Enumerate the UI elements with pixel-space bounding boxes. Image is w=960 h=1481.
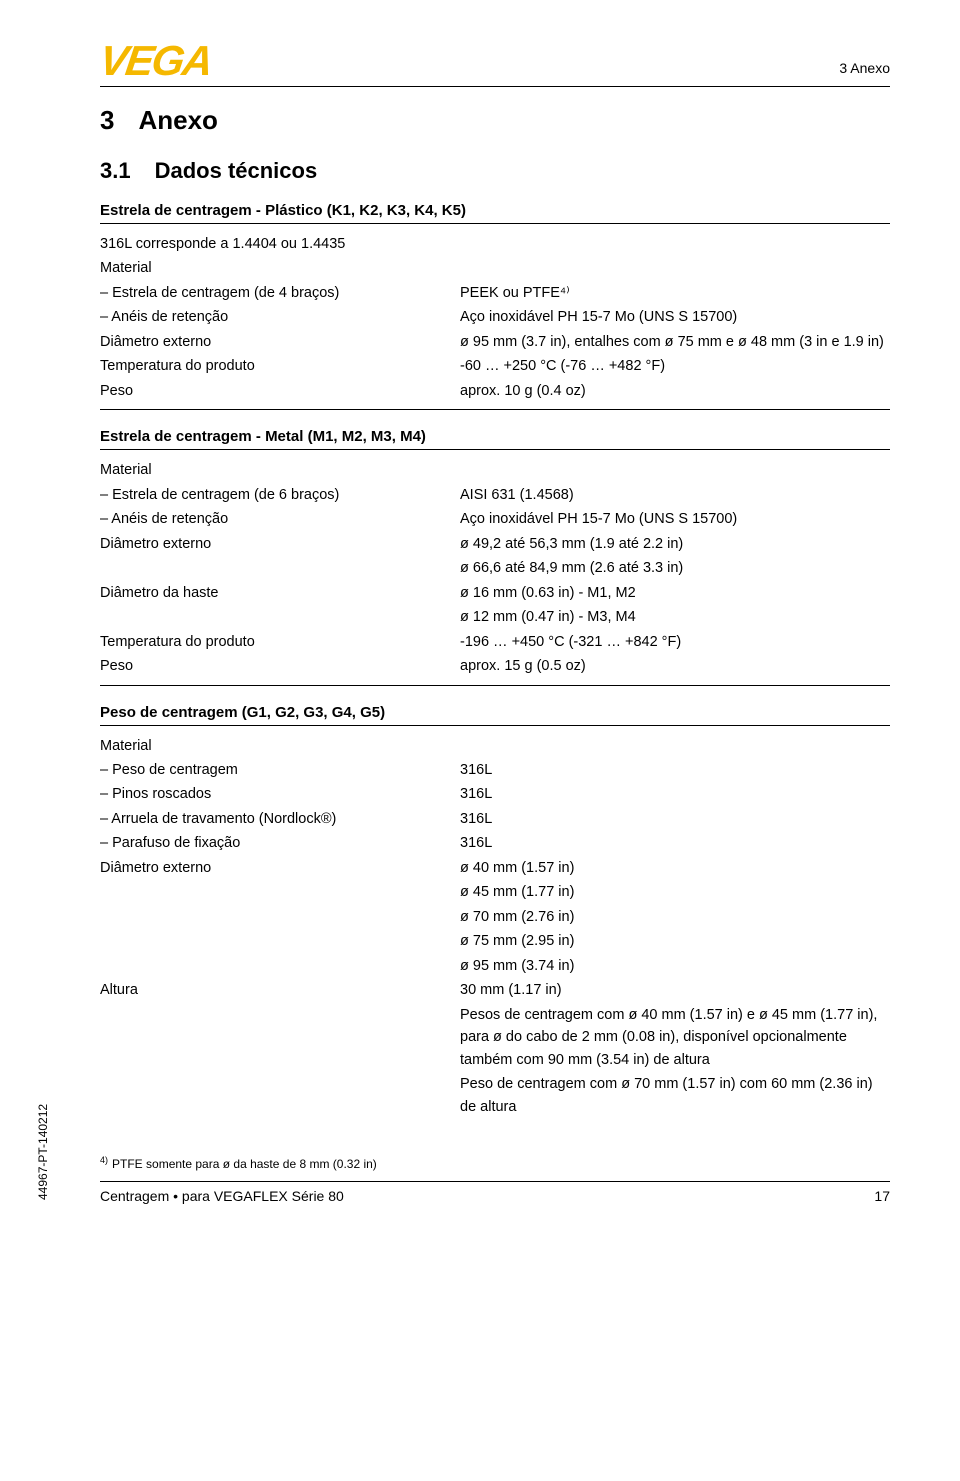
spec-label: – Arruela de travamento (Nordlock®) [100, 808, 460, 830]
spec-value: ø 45 mm (1.77 in) [460, 881, 890, 903]
spec-label: – Peso de centragem [100, 759, 460, 781]
spec-label: Peso [100, 655, 460, 677]
spec-value: aprox. 15 g (0.5 oz) [460, 655, 890, 677]
spec-value: PEEK ou PTFE⁴⁾ [460, 282, 890, 304]
spec-value: Peso de centragem com ø 70 mm (1.57 in) … [460, 1073, 890, 1118]
spec-value: ø 95 mm (3.74 in) [460, 955, 890, 977]
spec-value: ø 95 mm (3.7 in), entalhes com ø 75 mm e… [460, 331, 890, 353]
spec-value: ø 40 mm (1.57 in) [460, 857, 890, 879]
footnote-num: 4) [100, 1155, 108, 1165]
footnote-text: PTFE somente para ø da haste de 8 mm (0.… [112, 1157, 377, 1171]
spec-label [100, 606, 460, 628]
block1-title: Estrela de centragem - Plástico (K1, K2,… [100, 202, 890, 224]
chapter-title: Anexo [138, 105, 217, 135]
block1-note: 316L corresponde a 1.4404 ou 1.4435 [100, 233, 460, 255]
spec-value: 316L [460, 759, 890, 781]
spec-value: ø 66,6 até 84,9 mm (2.6 até 3.3 in) [460, 557, 890, 579]
spec-value: -60 … +250 °C (-76 … +482 °F) [460, 355, 890, 377]
spec-value: 316L [460, 783, 890, 805]
spec-label [100, 930, 460, 952]
spec-label: Peso [100, 380, 460, 402]
spec-value: 30 mm (1.17 in) [460, 979, 890, 1001]
chapter-number: 3 [100, 105, 114, 135]
footer-left: Centragem • para VEGAFLEX Série 80 [100, 1188, 344, 1204]
spec-value: ø 12 mm (0.47 in) - M3, M4 [460, 606, 890, 628]
spec-value: ø 70 mm (2.76 in) [460, 906, 890, 928]
spec-label: – Parafuso de fixação [100, 832, 460, 854]
spec-label: Diâmetro externo [100, 331, 460, 353]
spec-label: – Anéis de retenção [100, 306, 460, 328]
spec-label: – Anéis de retenção [100, 508, 460, 530]
spec-label [100, 881, 460, 903]
spec-value: 316L [460, 808, 890, 830]
block2-title: Estrela de centragem - Metal (M1, M2, M3… [100, 428, 890, 450]
spec-value: Aço inoxidável PH 15-7 Mo (UNS S 15700) [460, 306, 890, 328]
spec-label: – Estrela de centragem (de 4 braços) [100, 282, 460, 304]
spec-label: Diâmetro da haste [100, 582, 460, 604]
spec-label: Diâmetro externo [100, 857, 460, 879]
document-id: 44967-PT-140212 [36, 1104, 50, 1200]
section-title: Dados técnicos [155, 158, 318, 183]
block1-material-label: Material [100, 257, 460, 279]
spec-value: ø 16 mm (0.63 in) - M1, M2 [460, 582, 890, 604]
spec-value: -196 … +450 °C (-321 … +842 °F) [460, 631, 890, 653]
block3-material-label: Material [100, 735, 460, 757]
spec-value: ø 75 mm (2.95 in) [460, 930, 890, 952]
spec-value: Aço inoxidável PH 15-7 Mo (UNS S 15700) [460, 508, 890, 530]
spec-value: aprox. 10 g (0.4 oz) [460, 380, 890, 402]
spec-label [100, 557, 460, 579]
footer-page: 17 [874, 1188, 890, 1204]
chapter-heading: 3 Anexo [100, 105, 890, 136]
section-number: 3.1 [100, 158, 131, 183]
spec-label: Temperatura do produto [100, 631, 460, 653]
footnote: 4) PTFE somente para ø da haste de 8 mm (… [100, 1155, 890, 1171]
spec-label: Altura [100, 979, 460, 1001]
spec-label [100, 955, 460, 977]
spec-value: AISI 631 (1.4568) [460, 484, 890, 506]
block3-title: Peso de centragem (G1, G2, G3, G4, G5) [100, 704, 890, 726]
spec-value: ø 49,2 até 56,3 mm (1.9 até 2.2 in) [460, 533, 890, 555]
spec-value: 316L [460, 832, 890, 854]
header-breadcrumb: 3 Anexo [839, 60, 890, 82]
block2-material-label: Material [100, 459, 460, 481]
spec-label: Diâmetro externo [100, 533, 460, 555]
spec-label [100, 906, 460, 928]
spec-label [100, 1004, 460, 1071]
section-heading: 3.1 Dados técnicos [100, 158, 890, 184]
spec-label: – Estrela de centragem (de 6 braços) [100, 484, 460, 506]
logo: VEGA [97, 40, 214, 82]
spec-value: Pesos de centragem com ø 40 mm (1.57 in)… [460, 1004, 890, 1071]
spec-label: – Pinos roscados [100, 783, 460, 805]
spec-label: Temperatura do produto [100, 355, 460, 377]
spec-label [100, 1073, 460, 1118]
